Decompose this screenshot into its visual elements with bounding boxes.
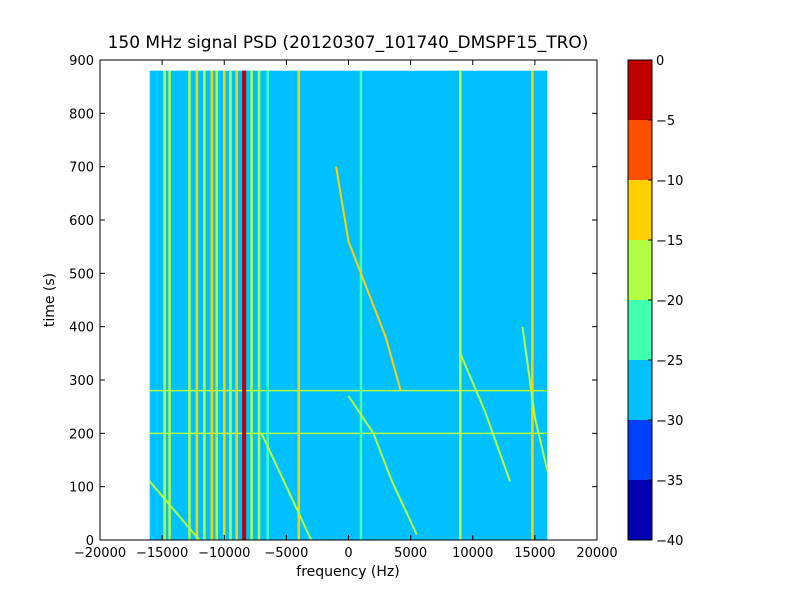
- x-tick-label: 0: [344, 546, 352, 561]
- colorbar-tick-label: −20: [656, 294, 683, 309]
- x-axis: −20000 −15000 −10000 −5000 0 5000 10000 15000 20…: [74, 60, 618, 561]
- colorbar-segment: [628, 420, 652, 480]
- colorbar-tick-label: −5: [656, 114, 675, 129]
- y-tick-label: 800: [69, 107, 94, 122]
- colorbar-tick-label: −10: [656, 174, 683, 189]
- colorbar-tick-label: 0: [656, 54, 664, 69]
- colorbar-segment: [628, 300, 652, 360]
- y-tick-label: 900: [69, 54, 94, 69]
- y-tick-label: 200: [69, 427, 94, 442]
- x-tick-label: 20000: [576, 546, 617, 561]
- y-tick-label: 300: [69, 374, 94, 389]
- colorbar: −40 −35 −30 −25 −20 −15 −10 −5 0: [627, 54, 683, 549]
- colorbar-segment: [628, 360, 652, 420]
- heatmap-plot-area: [99, 59, 598, 541]
- y-axis-label: time (s): [42, 273, 58, 327]
- spectrum-background: [149, 70, 548, 541]
- colorbar-tick-label: −30: [656, 414, 683, 429]
- colorbar-tick-label: −35: [656, 474, 683, 489]
- y-tick-label: 500: [69, 267, 94, 282]
- doppler-trace: [459, 352, 511, 482]
- colorbar-segment: [628, 180, 652, 240]
- y-tick-label: 700: [69, 161, 94, 176]
- y-tick-label: 400: [69, 321, 94, 336]
- doppler-trace: [335, 166, 402, 391]
- colorbar-segment: [628, 60, 652, 120]
- x-tick-label: −20000: [74, 546, 126, 561]
- y-axis: 0 100 200 300 400 500 600 700 800 900: [69, 54, 597, 549]
- doppler-trace: [347, 395, 418, 536]
- x-tick-label: −10000: [198, 546, 250, 561]
- doppler-trace: [148, 480, 201, 541]
- y-tick-label: 0: [86, 534, 94, 549]
- colorbar-tick-label: −25: [656, 354, 683, 369]
- colorbar-segment: [628, 480, 652, 540]
- colorbar-tick-label: −15: [656, 234, 683, 249]
- doppler-trace: [521, 326, 549, 471]
- doppler-trace: [260, 432, 313, 541]
- heatmap-content: [148, 70, 549, 541]
- x-tick-label: 10000: [452, 546, 493, 561]
- chart-title: 150 MHz signal PSD (20120307_101740_DMSP…: [108, 33, 589, 53]
- y-tick-label: 600: [69, 214, 94, 229]
- colorbar-tick-label: −40: [656, 534, 683, 549]
- x-tick-label: −5000: [264, 546, 308, 561]
- x-tick-label: 15000: [514, 546, 555, 561]
- x-tick-label: 5000: [394, 546, 427, 561]
- colorbar-segment: [628, 240, 652, 300]
- x-axis-label: frequency (Hz): [296, 564, 399, 580]
- y-tick-label: 100: [69, 481, 94, 496]
- x-tick-label: −15000: [136, 546, 188, 561]
- colorbar-segment: [628, 120, 652, 180]
